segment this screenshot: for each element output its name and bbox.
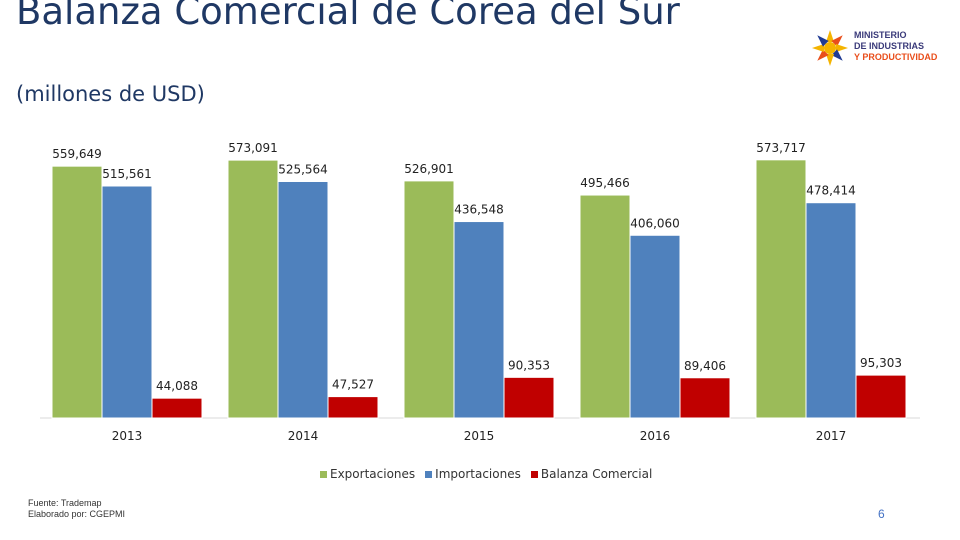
legend-item-exportaciones: Exportaciones bbox=[320, 467, 415, 481]
x-tick-label-2014: 2014 bbox=[288, 429, 319, 443]
bar-exportaciones-2016 bbox=[579, 194, 631, 419]
data-label-importaciones-2014: 525,564 bbox=[278, 162, 328, 176]
bar-exportaciones-2015 bbox=[403, 180, 455, 419]
x-tick-label-2017: 2017 bbox=[816, 429, 847, 443]
logo-line-2: DE INDUSTRIAS bbox=[854, 41, 925, 51]
logo-text: MINISTERIO DE INDUSTRIAS Y PRODUCTIVIDAD bbox=[854, 30, 937, 63]
legend-swatch-balanza bbox=[530, 470, 538, 478]
page-subtitle: (millones de USD) bbox=[16, 82, 205, 106]
legend-label-importaciones: Importaciones bbox=[435, 467, 521, 481]
bar-balanza-2014 bbox=[327, 396, 379, 419]
data-label-importaciones-2017: 478,414 bbox=[806, 184, 856, 198]
legend-item-balanza: Balanza Comercial bbox=[530, 467, 653, 481]
footer-notes: Fuente: Trademap Elaborado por: CGEPMI bbox=[28, 498, 125, 520]
legend-label-balanza: Balanza Comercial bbox=[540, 467, 653, 481]
x-tick-label-2015: 2015 bbox=[464, 429, 495, 443]
legend-swatch-importaciones bbox=[425, 470, 433, 478]
data-label-balanza-2015: 90,353 bbox=[508, 358, 550, 372]
footer-source: Fuente: Trademap bbox=[28, 498, 102, 508]
bar-balanza-2013 bbox=[151, 397, 203, 419]
data-label-importaciones-2016: 406,060 bbox=[630, 216, 680, 230]
bar-balanza-2016 bbox=[679, 377, 731, 419]
bar-exportaciones-2013 bbox=[51, 165, 103, 419]
data-label-balanza-2016: 89,406 bbox=[684, 359, 726, 373]
data-label-balanza-2013: 44,088 bbox=[156, 379, 198, 393]
legend-swatch-exportaciones bbox=[320, 470, 327, 478]
x-tick-label-2013: 2013 bbox=[112, 429, 143, 443]
x-tick-label-2016: 2016 bbox=[640, 429, 671, 443]
bar-exportaciones-2017 bbox=[755, 159, 807, 419]
data-label-balanza-2017: 95,303 bbox=[860, 356, 902, 370]
bar-balanza-2017 bbox=[855, 374, 907, 419]
bar-importaciones-2017 bbox=[805, 202, 857, 419]
logo-line-1: MINISTERIO bbox=[854, 30, 907, 40]
legend-label-exportaciones: Exportaciones bbox=[330, 467, 416, 481]
page-number: 6 bbox=[878, 507, 885, 521]
data-label-balanza-2014: 47,527 bbox=[332, 378, 374, 392]
page-title: Balanza Comercial de Corea del Sur bbox=[16, 0, 680, 33]
bar-importaciones-2014 bbox=[277, 180, 329, 419]
ministry-logo: MINISTERIO DE INDUSTRIAS Y PRODUCTIVIDAD bbox=[810, 28, 950, 70]
data-label-importaciones-2013: 515,561 bbox=[102, 167, 152, 181]
sun-logo-icon bbox=[812, 30, 848, 66]
logo-line-3: Y PRODUCTIVIDAD bbox=[854, 52, 938, 62]
data-label-exportaciones-2013: 559,649 bbox=[52, 147, 102, 161]
bar-importaciones-2015 bbox=[453, 221, 505, 419]
bar-balanza-2015 bbox=[503, 376, 555, 419]
legend-item-importaciones: Importaciones bbox=[425, 467, 521, 481]
chart-legend: Exportaciones Importaciones Balanza Come… bbox=[320, 467, 652, 481]
data-label-exportaciones-2016: 495,466 bbox=[580, 176, 630, 190]
bar-importaciones-2013 bbox=[101, 185, 153, 419]
data-label-importaciones-2015: 436,548 bbox=[454, 203, 504, 217]
data-label-exportaciones-2017: 573,717 bbox=[756, 141, 806, 155]
footer-author: Elaborado por: CGEPMI bbox=[28, 509, 126, 519]
data-label-exportaciones-2014: 573,091 bbox=[228, 141, 278, 155]
data-label-exportaciones-2015: 526,901 bbox=[404, 162, 454, 176]
bar-exportaciones-2014 bbox=[227, 159, 279, 419]
bar-importaciones-2016 bbox=[629, 234, 681, 419]
